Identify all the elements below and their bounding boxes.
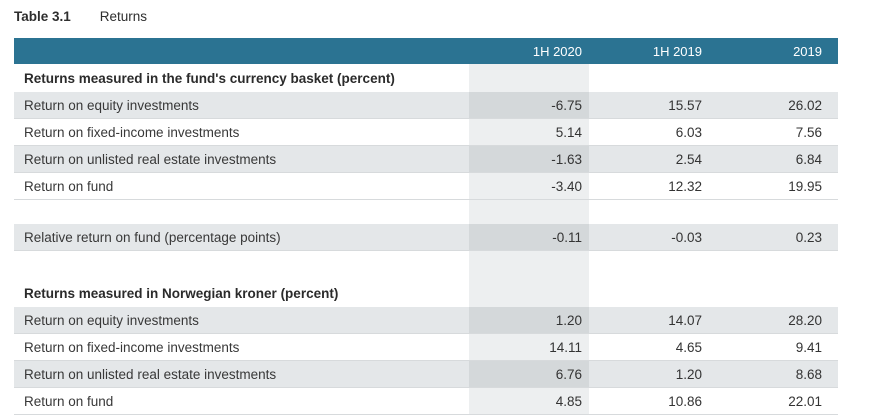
cell-empty: [469, 64, 589, 92]
cell-empty: [589, 64, 709, 92]
cell-empty: [14, 251, 469, 279]
cell-empty: [709, 251, 838, 279]
cell-value: 28.20: [788, 312, 822, 328]
row-label: Return on equity investments: [24, 97, 199, 113]
cell-value: -3.40: [469, 173, 589, 199]
cell-value: 14.11: [469, 334, 589, 360]
row-label: Return on fixed-income investments: [24, 124, 240, 140]
cell-empty: [709, 279, 838, 307]
table-row: Return on unlisted real estate investmen…: [14, 146, 838, 173]
cell-empty: [589, 251, 709, 279]
row-label: Return on unlisted real estate investmen…: [24, 366, 277, 382]
table-row: Return on fund -3.40 12.32 19.95: [14, 173, 838, 200]
row-label: Relative return on fund (percentage poin…: [24, 229, 281, 245]
cell-empty: [469, 251, 589, 279]
cell-value: 1.20: [469, 307, 589, 333]
row-label: Return on equity investments: [24, 312, 199, 328]
spacer-row: [14, 251, 838, 279]
cell-value: 9.41: [795, 339, 822, 355]
cell-value: 6.76: [469, 361, 589, 387]
cell-value: -1.63: [469, 146, 589, 172]
cell-value: -6.75: [469, 92, 589, 118]
table-row: Return on fixed-income investments 5.14 …: [14, 119, 838, 146]
cell-value: 10.86: [668, 393, 702, 409]
table-row: Return on fixed-income investments 14.11…: [14, 334, 838, 361]
cell-value: 26.02: [788, 97, 822, 113]
cell-value: 4.65: [675, 339, 702, 355]
cell-value: 4.85: [469, 388, 589, 414]
section-heading-currency-basket: Returns measured in the fund's currency …: [14, 64, 838, 92]
table-number: Table 3.1: [14, 9, 71, 24]
table-row: Return on equity investments -6.75 15.57…: [14, 92, 838, 119]
cell-value: 22.01: [788, 393, 822, 409]
cell-empty: [589, 279, 709, 307]
section-heading-text: Returns measured in the fund's currency …: [24, 70, 395, 86]
cell-value: 0.23: [795, 229, 822, 245]
row-label: Return on fixed-income investments: [24, 339, 240, 355]
column-header-2019: 2019: [793, 43, 822, 59]
cell-value: 2.54: [675, 151, 702, 167]
cell-empty: [709, 200, 838, 224]
cell-value: -0.03: [671, 229, 702, 245]
column-header-1h2019: 1H 2019: [652, 43, 702, 59]
section-heading-norwegian-kroner: Returns measured in Norwegian kroner (pe…: [14, 279, 838, 307]
row-label: Return on fund: [24, 393, 114, 409]
cell-empty: [469, 200, 589, 224]
section-heading-text: Returns measured in Norwegian kroner (pe…: [24, 285, 339, 301]
table-row: Return on fund 4.85 10.86 22.01: [14, 388, 838, 415]
returns-table: 1H 2020 1H 2019 2019 Returns measured in…: [14, 38, 838, 415]
cell-value: 12.32: [668, 178, 702, 194]
spacer-row: [14, 200, 838, 224]
table-header-row: 1H 2020 1H 2019 2019: [14, 38, 838, 64]
cell-value: 14.07: [668, 312, 702, 328]
cell-empty: [589, 200, 709, 224]
cell-value: 5.14: [469, 119, 589, 145]
header-label-spacer: [14, 38, 469, 64]
table-row: Return on equity investments 1.20 14.07 …: [14, 307, 838, 334]
table-name: Returns: [99, 9, 148, 24]
row-label: Return on unlisted real estate investmen…: [24, 151, 277, 167]
cell-value: -0.11: [469, 224, 589, 250]
row-label: Return on fund: [24, 178, 114, 194]
column-header-1h2020: 1H 2020: [532, 43, 582, 59]
cell-empty: [709, 64, 838, 92]
cell-value: 1.20: [675, 366, 702, 382]
cell-value: 6.03: [675, 124, 702, 140]
cell-value: 19.95: [788, 178, 822, 194]
table-row: Return on unlisted real estate investmen…: [14, 361, 838, 388]
cell-value: 6.84: [795, 151, 822, 167]
table-title: Table 3.1 Returns: [14, 9, 147, 24]
cell-value: 8.68: [795, 366, 822, 382]
cell-value: 15.57: [668, 97, 702, 113]
cell-value: 7.56: [795, 124, 822, 140]
cell-empty: [469, 279, 589, 307]
cell-empty: [14, 200, 469, 224]
table-row-relative-return: Relative return on fund (percentage poin…: [14, 224, 838, 251]
